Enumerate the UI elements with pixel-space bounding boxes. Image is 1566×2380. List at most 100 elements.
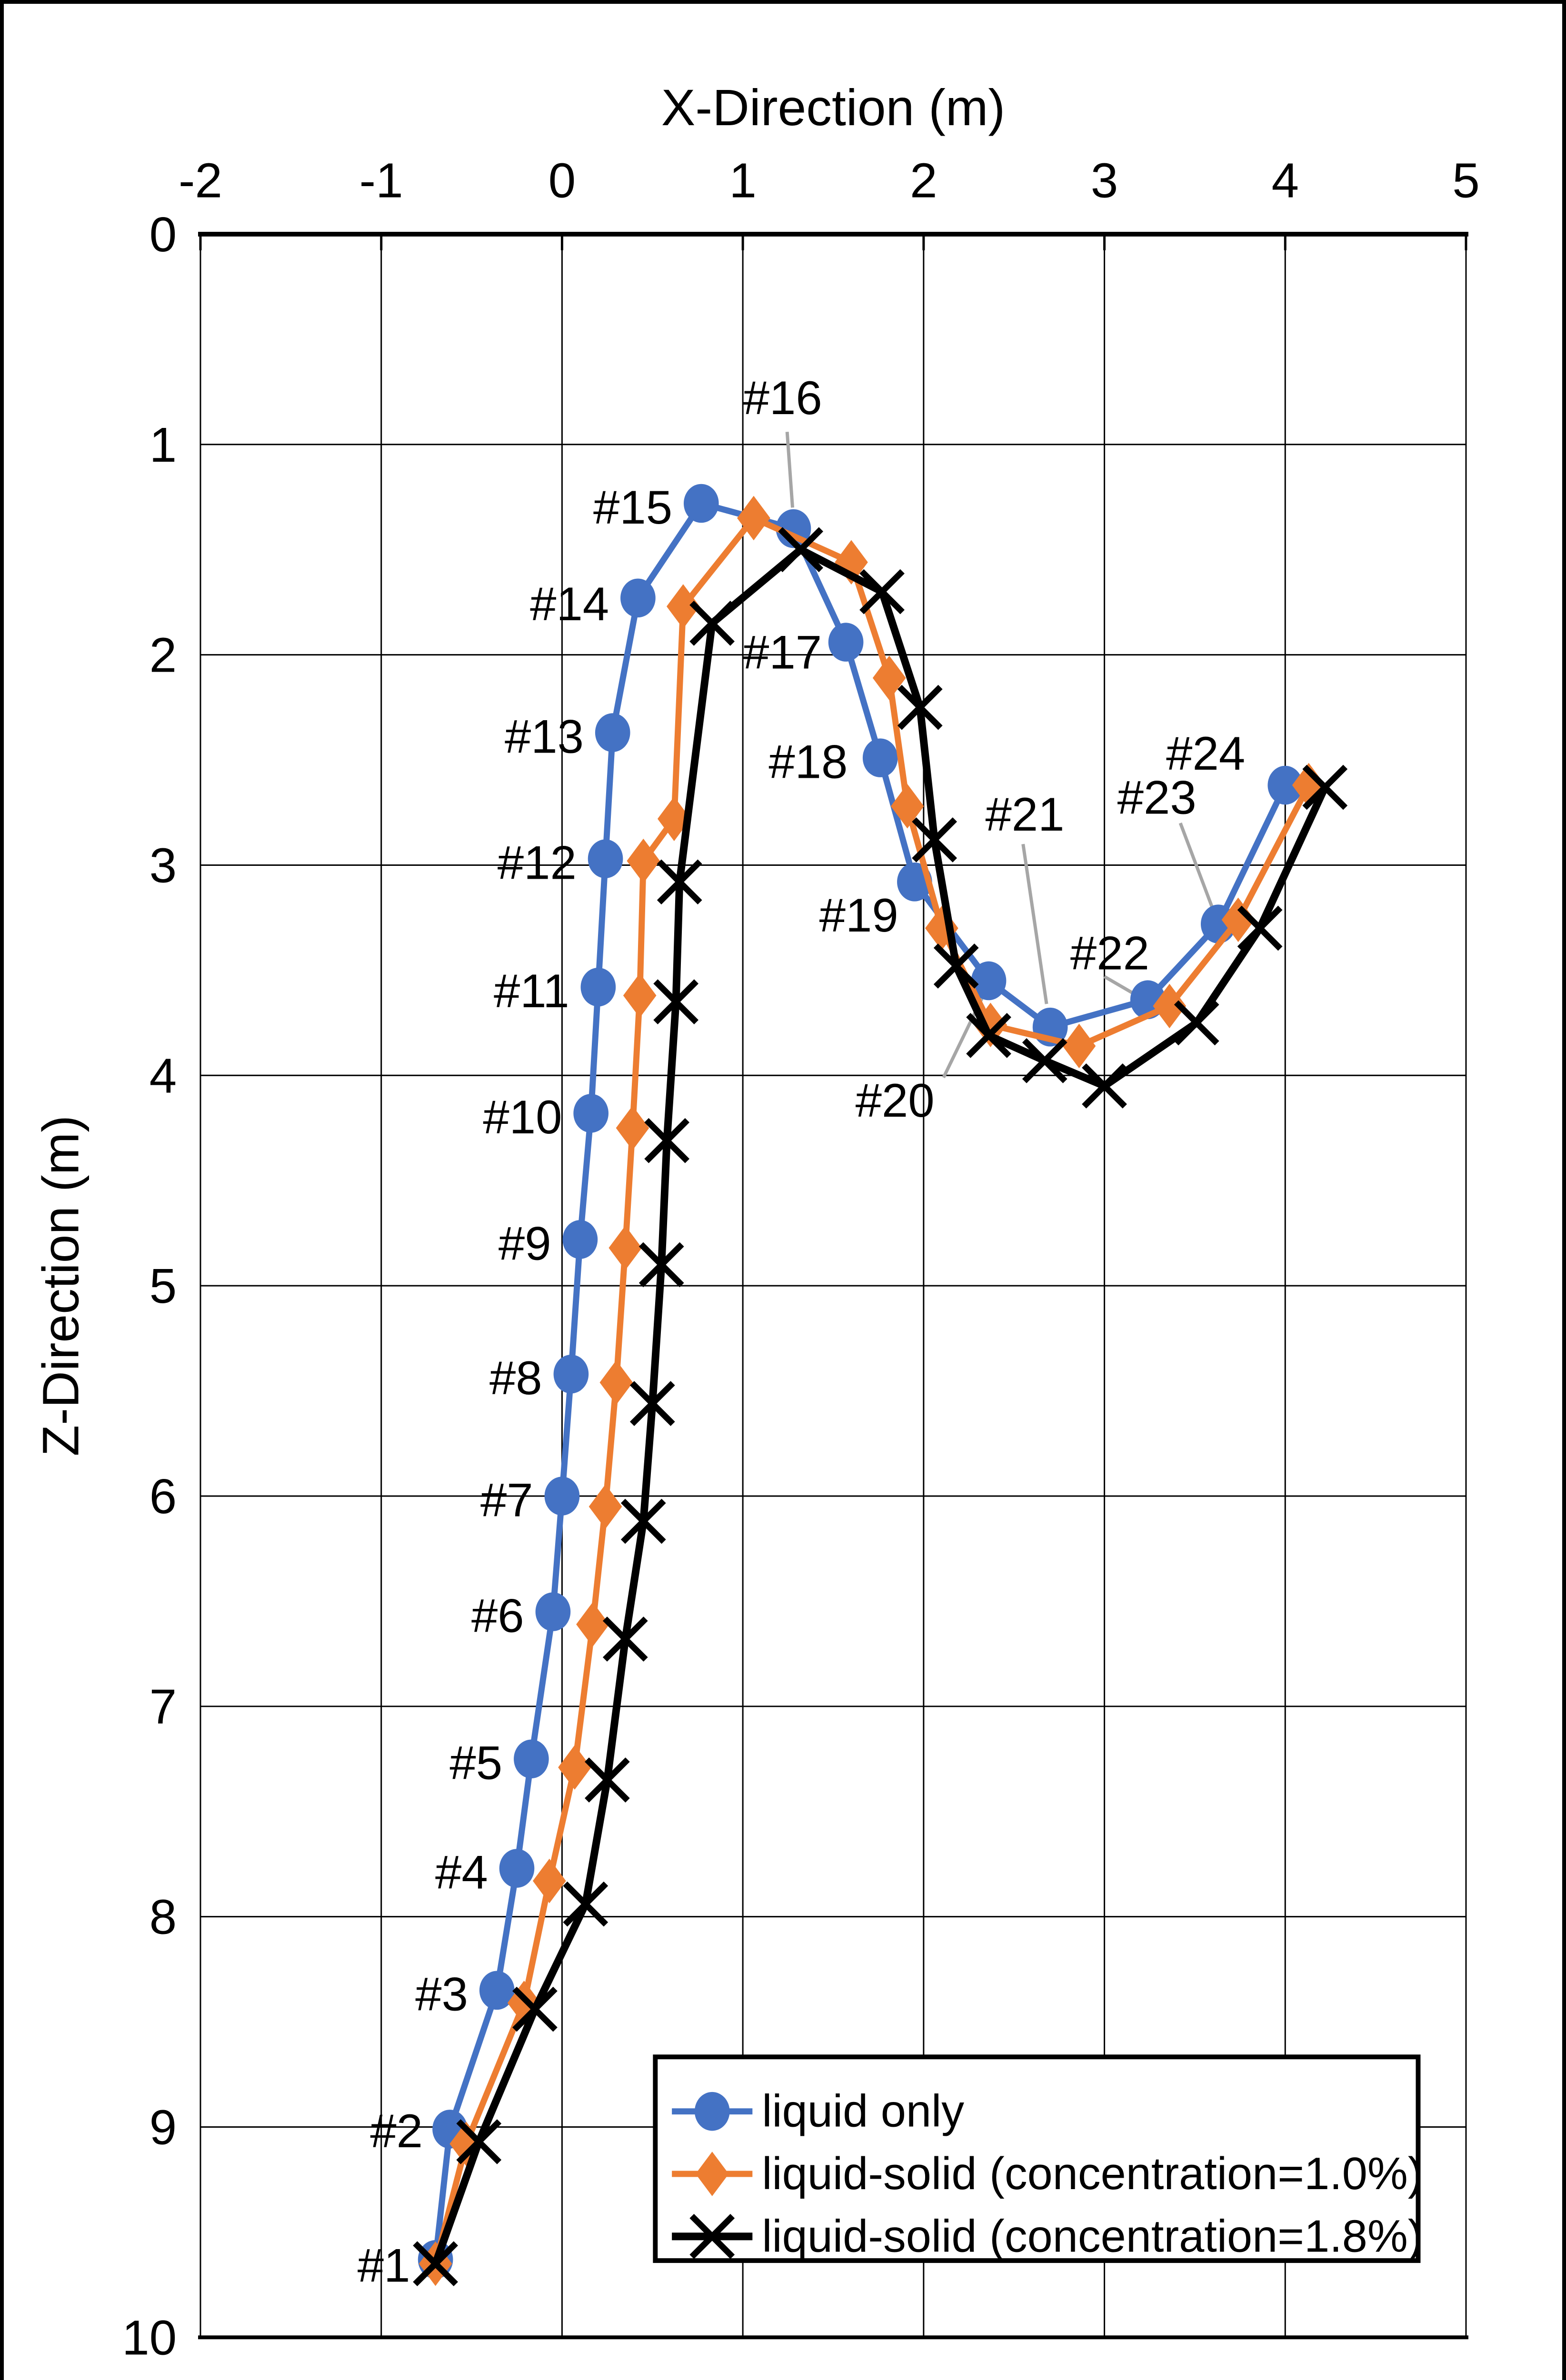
diamond-marker	[616, 1105, 649, 1150]
point-label: #8	[489, 1352, 542, 1405]
legend-label: liquid-solid (concentration=1.8%)	[762, 2211, 1423, 2261]
diamond-marker	[737, 496, 770, 541]
x-marker	[859, 569, 905, 615]
point-label: #20	[856, 1074, 935, 1127]
point-label: #2	[370, 2105, 423, 2158]
point-label: #4	[435, 1846, 488, 1899]
point-label: #15	[593, 481, 672, 534]
circle-marker	[620, 578, 656, 618]
x-marker	[512, 1986, 558, 2032]
x-marker	[413, 2241, 458, 2287]
diamond-marker	[599, 1360, 633, 1405]
y-tick-label: 1	[150, 417, 177, 472]
point-label: #12	[498, 837, 577, 890]
x-marker	[1302, 764, 1348, 810]
y-axis-title: Z-Direction (m)	[32, 1115, 89, 1456]
x-marker	[1022, 1038, 1067, 1083]
circle-marker	[683, 484, 719, 523]
circle-marker	[595, 713, 630, 752]
legend-label: liquid-solid (concentration=1.0%)	[762, 2149, 1423, 2199]
point-label: #19	[819, 889, 898, 942]
circle-marker	[499, 1849, 535, 1888]
y-tick-label: 6	[150, 1468, 177, 1524]
diamond-marker	[558, 1745, 591, 1790]
x-marker	[602, 1616, 648, 1662]
point-label: #9	[499, 1217, 551, 1270]
point-label: #14	[530, 578, 609, 631]
circle-marker	[544, 1477, 580, 1516]
y-tick-label: 2	[150, 627, 177, 683]
diamond-marker	[872, 655, 906, 700]
diamond-marker	[588, 1484, 622, 1529]
tick-labels: -2 -1 0 1 2 3 4 5 0 1 2 3 4 5 6 7 8 9 10	[122, 152, 1480, 2365]
x-marker	[657, 859, 702, 905]
circle-marker	[479, 1971, 515, 2010]
y-tick-label: 7	[150, 1679, 177, 1734]
series-liquid-solid-1-8	[413, 527, 1348, 2287]
x-tick-label: 1	[729, 152, 757, 208]
x-marker	[1082, 1063, 1127, 1109]
circle-marker	[514, 1739, 549, 1779]
circle-marker	[588, 839, 623, 879]
x-marker	[966, 1012, 1011, 1058]
x-marker	[689, 2214, 735, 2259]
y-tick-label: 4	[150, 1048, 177, 1103]
y-tick-label: 8	[150, 1889, 177, 1944]
leader-line	[785, 432, 795, 508]
x-marker	[1174, 1000, 1219, 1046]
legend-item: liquid only	[672, 2086, 964, 2137]
point-label: #23	[1117, 772, 1197, 824]
grid	[199, 233, 1467, 2338]
x-tick-label: 3	[1091, 152, 1118, 208]
circle-marker	[553, 1354, 589, 1394]
x-marker	[456, 2119, 502, 2164]
diamond-marker	[623, 973, 657, 1018]
point-label: #13	[505, 710, 584, 763]
x-marker	[620, 1498, 666, 1544]
diamond-marker	[695, 2152, 729, 2196]
circle-marker	[573, 1094, 608, 1133]
x-marker	[563, 1881, 608, 1927]
leader-line	[1178, 822, 1215, 910]
point-label: #21	[985, 788, 1064, 841]
y-tick-label: 0	[150, 207, 177, 262]
scatter-line-chart: -2 -1 0 1 2 3 4 5 0 1 2 3 4 5 6 7 8 9 10 X-Direction (m) Z-D…	[32, 79, 1480, 2365]
series-line	[432, 515, 1312, 2265]
point-label: #17	[743, 626, 822, 679]
point-label: #24	[1166, 727, 1245, 780]
x-tick-label: 0	[549, 152, 576, 208]
point-label: #6	[471, 1589, 524, 1642]
circle-marker	[862, 738, 898, 777]
circle-marker	[971, 961, 1007, 1001]
x-tick-label: 2	[910, 152, 938, 208]
point-label: #5	[449, 1737, 502, 1790]
y-tick-label: 3	[150, 837, 177, 892]
x-marker	[912, 817, 957, 863]
diamond-marker	[533, 1858, 566, 1904]
x-marker	[644, 1118, 690, 1163]
x-marker	[778, 527, 824, 573]
x-marker	[933, 943, 979, 989]
x-marker	[897, 684, 943, 730]
point-label: #10	[483, 1091, 562, 1144]
x-tick-label: -1	[359, 152, 403, 208]
x-marker	[689, 600, 735, 646]
point-label: #11	[494, 965, 569, 1018]
point-labels: #1 #2 #3 #4 #5 #6 #7 #8 #9 #10 #11 #12 #13 #14 #15 #16 #…	[358, 372, 1245, 2292]
x-tick-label: -2	[179, 152, 222, 208]
point-label: #22	[1070, 927, 1149, 980]
y-tick-label: 10	[122, 2310, 177, 2365]
point-label: #1	[358, 2240, 410, 2292]
point-label: #7	[480, 1474, 533, 1527]
circle-marker	[694, 2092, 730, 2131]
circle-marker	[1267, 765, 1303, 805]
x-tick-label: 4	[1271, 152, 1299, 208]
x-axis-title: X-Direction (m)	[661, 79, 1005, 136]
x-marker	[653, 979, 698, 1025]
legend-box	[653, 2054, 1421, 2263]
circle-marker	[535, 1592, 571, 1631]
axes	[198, 231, 1468, 2340]
point-label: #16	[743, 372, 822, 425]
circle-marker	[562, 1220, 598, 1259]
